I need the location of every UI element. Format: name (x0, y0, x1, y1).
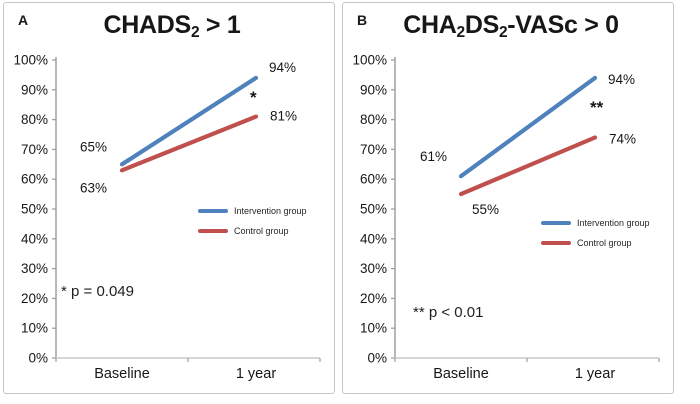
y-tick-label: 100% (13, 53, 48, 68)
data-label: 65% (80, 139, 107, 154)
y-tick-label: 20% (360, 291, 387, 306)
legend-label: Control group (234, 226, 289, 236)
legend-line-swatch (198, 229, 228, 233)
series-line-intervention-group (119, 75, 259, 167)
legend-item: Control group (541, 238, 650, 248)
series-line-control-group (119, 114, 259, 173)
title-text: DS (464, 11, 499, 39)
y-tick-label: 80% (21, 112, 48, 127)
y-tick-label: 70% (360, 142, 387, 157)
data-label: 81% (270, 109, 297, 124)
legend-line-swatch (541, 221, 571, 225)
title-subscript: 2 (456, 23, 465, 41)
data-label: 63% (80, 180, 107, 195)
y-tick-label: 60% (360, 172, 387, 187)
panel-label-b: B (357, 12, 368, 28)
y-tick-label: 90% (360, 82, 387, 97)
x-category-label: 1 year (575, 366, 615, 382)
data-label: 74% (609, 131, 636, 146)
y-tick-label: 50% (21, 202, 48, 217)
data-label: 94% (269, 60, 296, 75)
line-chart-cha2ds2vasc: 0% 10% 20% 30% 40% 50% 60% 70% 80% 90% 100% Baselin… (352, 53, 660, 382)
legend-label: Intervention group (577, 218, 650, 228)
y-tick-label: 30% (21, 261, 48, 276)
y-tick-label: 30% (360, 261, 387, 276)
legend-item: Intervention group (198, 206, 307, 216)
title-text: > 1 (199, 11, 241, 39)
legend-b: Intervention group Control group (541, 218, 650, 258)
y-tick-label: 0% (28, 351, 48, 366)
series-line-intervention-group (458, 75, 598, 179)
x-category-label: Baseline (94, 366, 150, 382)
legend-item: Intervention group (541, 218, 650, 228)
legend-line-swatch (541, 241, 571, 245)
y-tick-label: 40% (21, 231, 48, 246)
y-tick-label: 60% (21, 172, 48, 187)
data-label: 94% (608, 72, 635, 87)
chart-title-cha2ds2vasc: CHA2DS2-VASc > 0 (379, 11, 643, 40)
legend-line-swatch (198, 209, 228, 213)
y-tick-label: 40% (360, 231, 387, 246)
pvalue-note-a: * p = 0.049 (61, 283, 134, 300)
y-tick-label: 80% (360, 112, 387, 127)
y-tick-label: 90% (21, 82, 48, 97)
significance-marker: * (250, 88, 257, 107)
data-label: 61% (420, 149, 447, 164)
legend-label: Intervention group (234, 206, 307, 216)
panel-cha2ds2vasc: B CHA2DS2-VASc > 0 0% 10% 20% 30% 40% 50% 60% 7… (342, 2, 674, 394)
x-category-label: Baseline (433, 366, 489, 382)
chart-title-chads2: CHADS2 > 1 (40, 11, 304, 40)
y-tick-label: 100% (352, 53, 387, 68)
line-chart-chads2: 0% 10% 20% 30% 40% 50% 60% 70% 80% 90% 100% Baselin… (13, 53, 321, 382)
y-tick-label: 20% (21, 291, 48, 306)
title-text: CHA (403, 11, 457, 39)
title-subscript: 2 (498, 23, 508, 41)
pvalue-note-b: ** p < 0.01 (413, 304, 484, 321)
significance-marker: ** (590, 98, 604, 117)
data-label: 55% (472, 202, 499, 217)
legend-item: Control group (198, 226, 307, 236)
panel-label-a: A (18, 12, 29, 28)
panel-chads2: A CHADS2 > 1 0% 10% 20% 30% 40% 50% 60% 70% 80% 9… (3, 2, 335, 394)
title-text: -VASc > 0 (507, 11, 619, 39)
y-tick-label: 10% (21, 321, 48, 336)
legend-label: Control group (577, 238, 632, 248)
title-subscript: 2 (190, 23, 200, 41)
y-tick-label: 0% (367, 351, 387, 366)
y-tick-label: 50% (360, 202, 387, 217)
legend-a: Intervention group Control group (198, 206, 307, 246)
x-category-label: 1 year (236, 366, 276, 382)
series-line-control-group (458, 135, 598, 197)
y-tick-label: 70% (21, 142, 48, 157)
title-text: CHADS (103, 11, 192, 39)
y-tick-label: 10% (360, 321, 387, 336)
